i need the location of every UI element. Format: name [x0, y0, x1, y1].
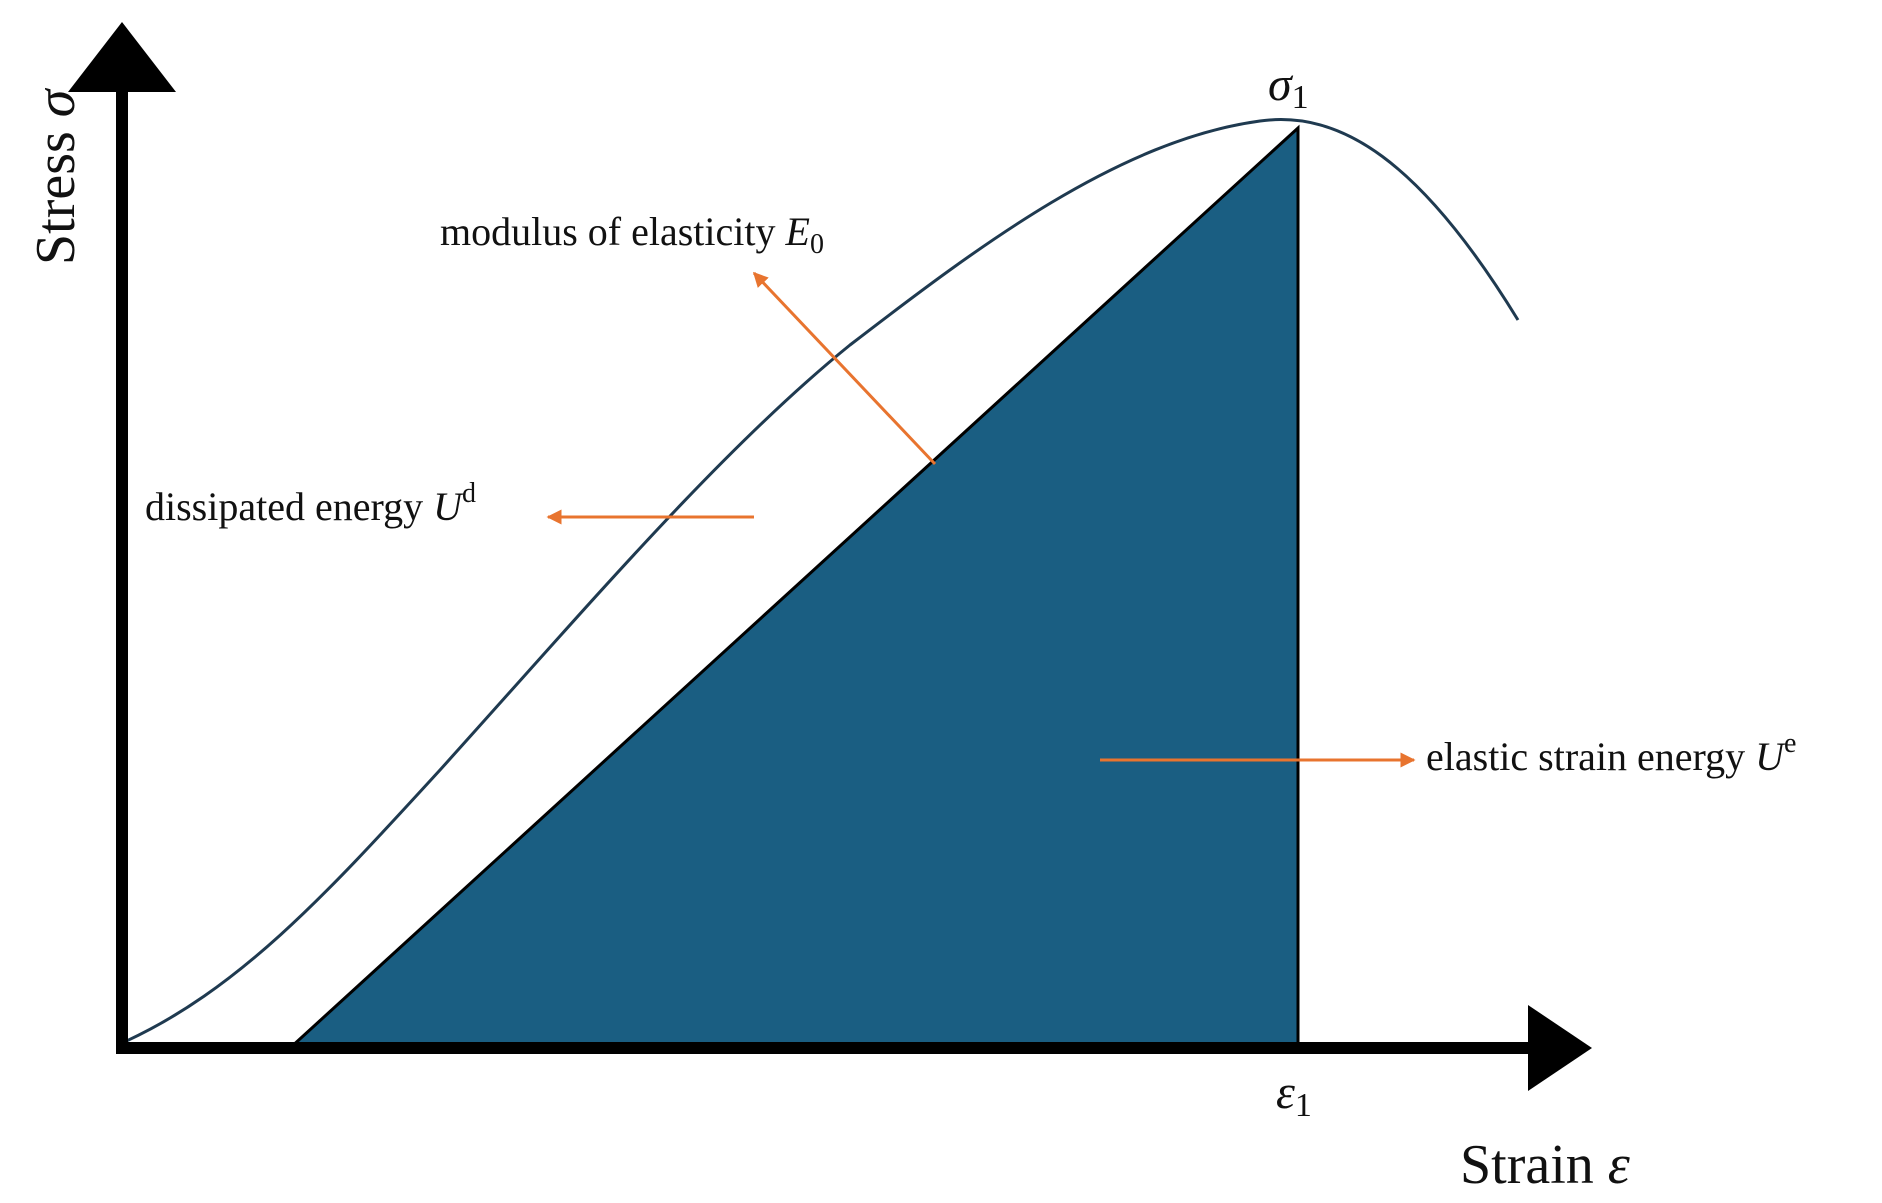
- x-axis-arrowhead: [1528, 1005, 1592, 1091]
- peak-stress-label: σ1: [1268, 58, 1309, 116]
- y-axis-title: Stress σ: [25, 87, 87, 265]
- modulus-label: modulus of elasticity E0: [440, 209, 824, 260]
- x-axis-title: Strain ε: [1460, 1134, 1631, 1196]
- elastic-energy-area: [286, 124, 1300, 1050]
- dissipated-energy-label: dissipated energy Ud: [145, 478, 476, 529]
- modulus-arrow: [752, 271, 937, 466]
- peak-strain-label: ε1: [1276, 1066, 1312, 1124]
- y-axis-arrowhead: [68, 22, 176, 92]
- elastic-energy-label: elastic strain energy Ue: [1426, 728, 1796, 779]
